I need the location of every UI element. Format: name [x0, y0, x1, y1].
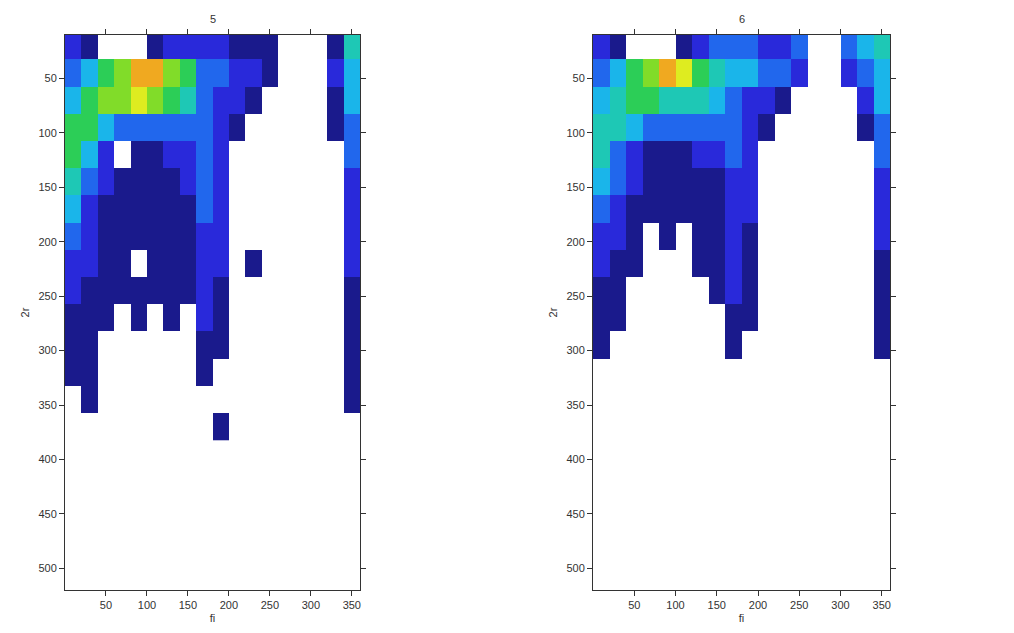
svg-text:100: 100 [566, 127, 584, 139]
svg-text:200: 200 [749, 599, 767, 611]
svg-text:300: 300 [566, 344, 584, 356]
svg-text:450: 450 [566, 508, 584, 520]
svg-text:400: 400 [38, 453, 56, 465]
svg-text:5: 5 [210, 13, 216, 25]
svg-text:150: 150 [708, 599, 726, 611]
svg-text:50: 50 [573, 72, 585, 84]
svg-text:200: 200 [566, 236, 584, 248]
svg-text:2r: 2r [19, 307, 31, 317]
svg-text:400: 400 [566, 453, 584, 465]
svg-text:500: 500 [38, 562, 56, 574]
svg-text:200: 200 [38, 236, 56, 248]
svg-text:100: 100 [38, 127, 56, 139]
svg-text:250: 250 [261, 599, 279, 611]
svg-text:350: 350 [343, 599, 361, 611]
svg-text:250: 250 [790, 599, 808, 611]
svg-text:fi: fi [210, 612, 216, 624]
svg-text:350: 350 [873, 599, 891, 611]
svg-text:fi: fi [739, 612, 745, 624]
svg-text:150: 150 [566, 181, 584, 193]
svg-text:350: 350 [38, 399, 56, 411]
svg-text:50: 50 [628, 599, 640, 611]
svg-text:500: 500 [566, 562, 584, 574]
svg-text:300: 300 [302, 599, 320, 611]
svg-text:6: 6 [739, 13, 745, 25]
svg-text:2r: 2r [547, 307, 559, 317]
svg-text:250: 250 [38, 290, 56, 302]
svg-text:50: 50 [45, 72, 57, 84]
svg-text:50: 50 [100, 599, 112, 611]
svg-text:300: 300 [38, 344, 56, 356]
svg-text:300: 300 [831, 599, 849, 611]
svg-text:200: 200 [220, 599, 238, 611]
svg-text:100: 100 [138, 599, 156, 611]
svg-text:450: 450 [38, 508, 56, 520]
svg-text:100: 100 [666, 599, 684, 611]
svg-text:250: 250 [566, 290, 584, 302]
svg-text:150: 150 [179, 599, 197, 611]
svg-text:150: 150 [38, 181, 56, 193]
svg-text:350: 350 [566, 399, 584, 411]
